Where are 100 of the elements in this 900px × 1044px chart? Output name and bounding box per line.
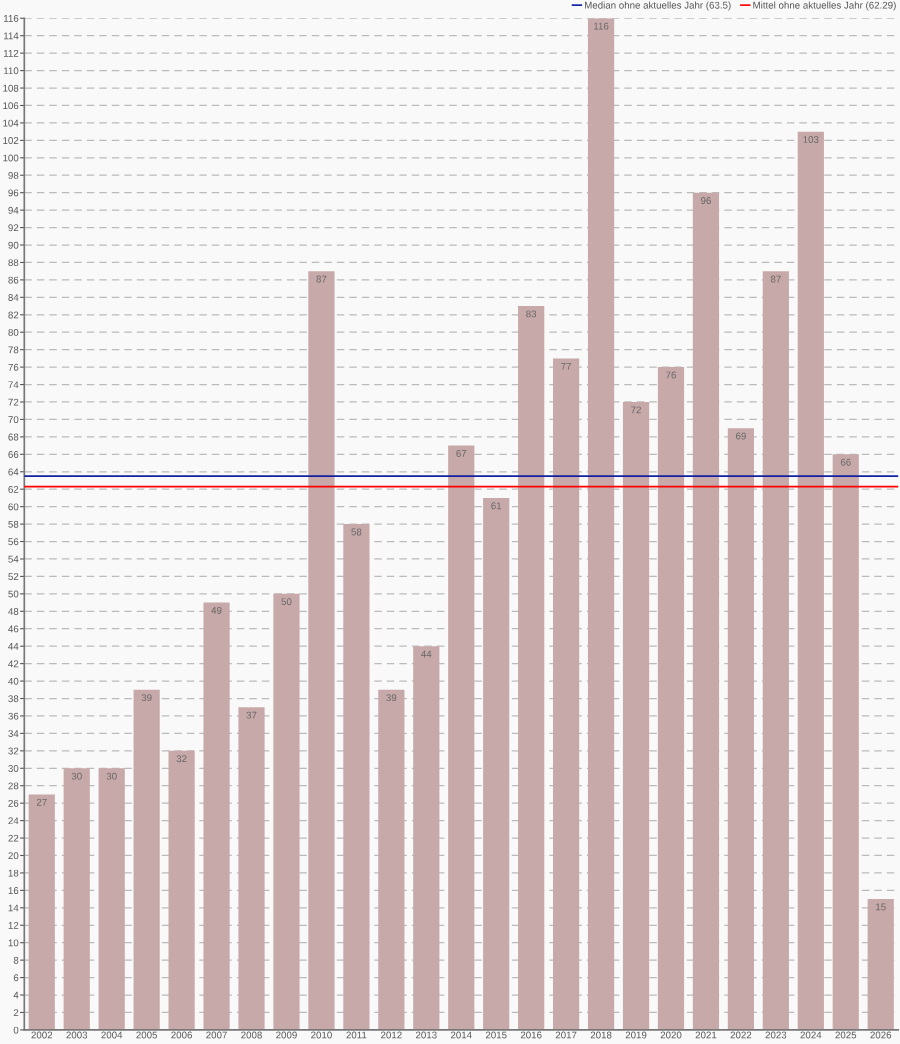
y-tick-label: 78: [8, 346, 19, 354]
x-tick-label: 2011: [346, 1031, 367, 1039]
y-tick-label: 30: [8, 765, 19, 772]
y-tick-label: 48: [8, 608, 19, 615]
x-tick-label: 2021: [695, 1031, 717, 1039]
x-tick-label: 2015: [485, 1031, 507, 1039]
bar: [413, 646, 440, 1030]
bar: [308, 271, 335, 1030]
data-label: 39: [141, 694, 152, 702]
y-tick-label: 56: [8, 538, 19, 546]
y-tick-label: 26: [8, 799, 19, 807]
y-tick-label: 6: [13, 974, 19, 982]
y-tick-label: 52: [8, 573, 19, 581]
bar: [63, 768, 90, 1030]
x-tick-label: 2019: [625, 1031, 647, 1039]
y-tick-label: 114: [3, 32, 19, 40]
bar: [483, 497, 510, 1030]
x-tick-label: 2012: [381, 1031, 402, 1039]
y-tick-label: 0: [13, 1026, 19, 1034]
x-tick-label: 2016: [520, 1031, 542, 1039]
bar: [692, 192, 720, 1030]
y-tick-label: 38: [8, 695, 19, 703]
y-tick-label: 22: [8, 834, 19, 842]
y-tick-label: 32: [8, 747, 19, 755]
bar: [727, 428, 755, 1030]
y-tick-label: 112: [3, 49, 19, 57]
y-tick-label: 84: [8, 294, 19, 301]
bar: [133, 689, 160, 1030]
y-tick-label: 70: [8, 416, 19, 424]
y-tick-label: 20: [8, 852, 19, 860]
y-tick-label: 80: [8, 328, 19, 336]
y-tick-label: 108: [3, 84, 19, 92]
bar: [168, 750, 195, 1030]
bar: [98, 768, 125, 1030]
x-tick-label: 2024: [800, 1031, 822, 1039]
bar: [203, 602, 230, 1030]
data-label: 103: [803, 136, 819, 143]
data-label: 67: [456, 450, 467, 457]
x-tick-label: 2023: [765, 1031, 787, 1039]
x-tick-label: 2010: [311, 1031, 332, 1039]
y-tick-label: 18: [8, 869, 19, 877]
bar: [238, 707, 265, 1030]
y-tick-label: 98: [8, 171, 19, 179]
data-label: 116: [594, 22, 609, 30]
data-label: 72: [631, 406, 641, 414]
y-tick-label: 60: [8, 503, 19, 511]
data-label: 30: [71, 772, 82, 780]
data-label: 49: [211, 607, 222, 614]
x-tick-label: 2003: [66, 1031, 88, 1039]
x-tick-label: 2007: [206, 1031, 227, 1039]
data-label: 39: [386, 694, 397, 702]
bar: [448, 445, 475, 1030]
data-label: 87: [316, 275, 327, 283]
data-label: 96: [700, 197, 711, 204]
data-label: 44: [421, 650, 432, 658]
y-tick-label: 102: [3, 137, 19, 144]
y-tick-label: 14: [8, 904, 19, 912]
bar: [832, 454, 859, 1030]
x-tick-label: 2014: [450, 1031, 472, 1039]
bar: [378, 689, 405, 1030]
data-label: 58: [351, 528, 362, 536]
y-tick-label: 50: [8, 590, 19, 598]
x-tick-label: 2017: [555, 1031, 577, 1039]
y-tick-label: 104: [3, 119, 19, 127]
y-tick-label: 110: [3, 67, 19, 75]
x-tick-label: 2002: [31, 1031, 53, 1039]
data-label: 87: [770, 275, 781, 283]
data-label: 30: [106, 772, 117, 780]
data-label: 66: [840, 458, 851, 466]
x-tick-label: 2004: [101, 1031, 123, 1039]
y-tick-label: 42: [8, 660, 19, 668]
y-tick-label: 28: [8, 782, 19, 790]
x-tick-label: 2005: [136, 1031, 158, 1039]
bar: [797, 131, 824, 1030]
y-tick-label: 66: [8, 451, 19, 458]
y-tick-label: 96: [8, 189, 19, 197]
x-tick-label: 2026: [870, 1031, 892, 1039]
bar: [273, 593, 300, 1030]
y-tick-label: 86: [8, 276, 19, 284]
y-tick-label: 76: [8, 363, 19, 371]
x-tick-label: 2020: [660, 1031, 682, 1039]
y-tick-label: 10: [8, 939, 19, 947]
x-tick-label: 2018: [590, 1031, 612, 1039]
y-tick-label: 100: [3, 154, 19, 162]
y-tick-label: 4: [13, 991, 19, 999]
bar: [762, 271, 789, 1030]
legend-label: Median ohne aktuelles Jahr (63.5): [585, 1, 731, 11]
bar: [622, 401, 650, 1030]
y-tick-label: 82: [8, 311, 19, 319]
x-tick-label: 2022: [730, 1031, 752, 1039]
y-tick-label: 40: [8, 677, 19, 685]
y-tick-label: 72: [8, 398, 19, 406]
x-tick-label: 2025: [835, 1031, 857, 1039]
data-label: 83: [526, 310, 537, 318]
y-tick-label: 2: [13, 1009, 19, 1016]
y-tick-label: 88: [8, 259, 19, 267]
y-tick-label: 106: [3, 102, 19, 110]
y-tick-label: 34: [8, 730, 19, 738]
data-label: 32: [176, 755, 187, 763]
y-tick-label: 36: [8, 712, 19, 720]
